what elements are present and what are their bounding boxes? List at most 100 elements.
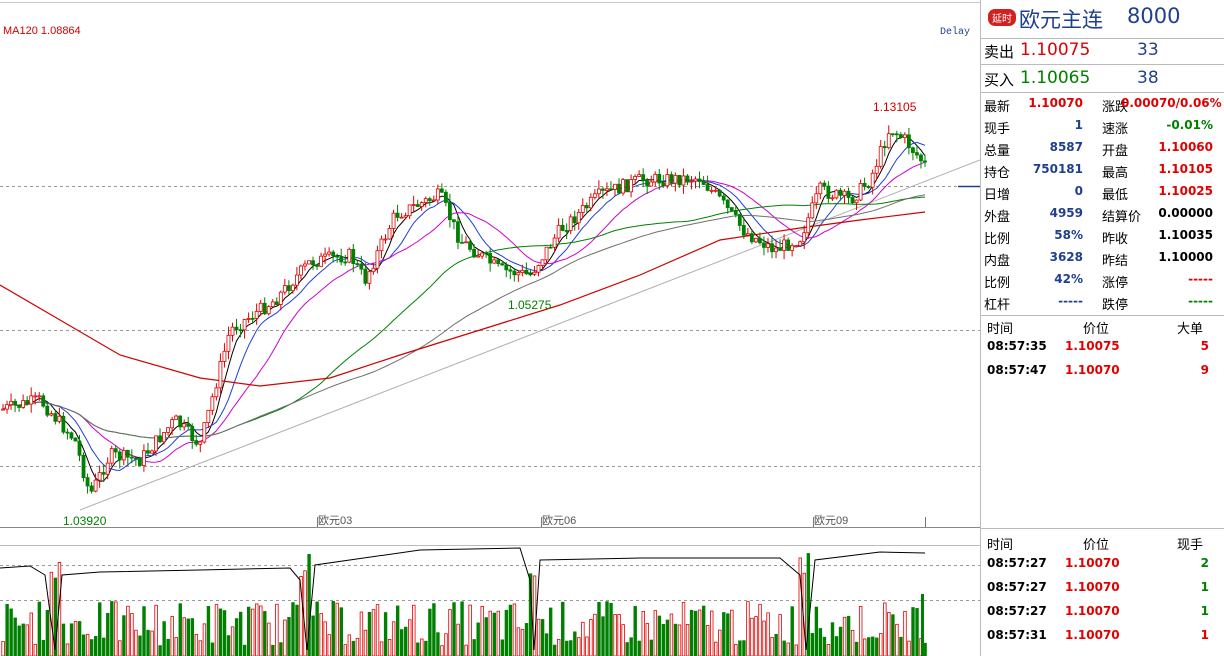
stat-label: 最新 bbox=[984, 100, 1011, 115]
candle-body bbox=[766, 243, 770, 248]
volume-bar bbox=[263, 611, 267, 656]
volume-bar bbox=[601, 616, 605, 656]
volume-bar bbox=[557, 639, 561, 656]
candle-body bbox=[133, 457, 138, 460]
candle-body bbox=[174, 415, 179, 420]
candle-body bbox=[524, 269, 529, 275]
volume-bar bbox=[500, 639, 505, 656]
volume-bar bbox=[126, 605, 130, 656]
volume-bar bbox=[669, 613, 674, 656]
volume-bar bbox=[162, 621, 166, 656]
volume-bar bbox=[174, 637, 178, 656]
candle-body bbox=[866, 186, 871, 188]
volume-bar bbox=[613, 614, 617, 656]
candle-body bbox=[890, 133, 895, 136]
stat-value: 1.10070 bbox=[1028, 96, 1083, 110]
candle-body bbox=[45, 405, 50, 416]
tick-price: 1.10070 bbox=[1065, 580, 1120, 594]
candle-body bbox=[725, 199, 730, 209]
candle-body bbox=[178, 415, 183, 428]
stat-value: 0.00070/0.06% bbox=[1121, 96, 1222, 110]
trend-line bbox=[79, 159, 980, 511]
candle-body bbox=[403, 215, 408, 218]
candle-body bbox=[657, 173, 662, 184]
volume-bar bbox=[536, 618, 541, 656]
volume-bar bbox=[875, 637, 879, 656]
candle-body bbox=[57, 415, 62, 422]
candle-body bbox=[21, 400, 26, 408]
candle-body bbox=[500, 263, 505, 266]
volume-bar bbox=[754, 616, 758, 656]
candle-body bbox=[806, 217, 811, 234]
candle-body bbox=[198, 441, 203, 445]
volume-bar bbox=[89, 639, 94, 656]
ask-row[interactable]: 卖出 1.10075 33 bbox=[981, 38, 1224, 66]
volume-bar bbox=[77, 621, 82, 656]
volume-bar bbox=[778, 614, 782, 656]
volume-bar bbox=[81, 634, 86, 656]
volume-bar bbox=[41, 640, 46, 656]
bid-label: 买入 bbox=[984, 71, 1015, 89]
candle-body bbox=[464, 241, 468, 244]
candle-body bbox=[556, 224, 561, 239]
stat-value: 1.10060 bbox=[1158, 140, 1213, 154]
volume-bar bbox=[681, 602, 686, 656]
tick-time: 08:57:31 bbox=[987, 628, 1047, 642]
candle-body bbox=[423, 198, 428, 204]
volume-bar bbox=[1, 641, 5, 656]
volume-bar bbox=[339, 607, 344, 656]
bid-row[interactable]: 买入 1.10065 38 bbox=[981, 66, 1224, 94]
volume-bar bbox=[685, 624, 690, 656]
candle-body bbox=[97, 472, 102, 481]
volume-bar bbox=[13, 617, 17, 656]
candle-body bbox=[460, 241, 464, 244]
volume-bar bbox=[57, 562, 62, 656]
volume-bar bbox=[202, 623, 207, 656]
volume-bar bbox=[730, 609, 734, 656]
tick-price: 1.10070 bbox=[1065, 604, 1120, 618]
volume-bar bbox=[130, 613, 134, 656]
candle-body bbox=[496, 259, 501, 265]
volume-bar bbox=[206, 606, 211, 656]
volume-bar bbox=[488, 610, 492, 656]
volume-bar bbox=[758, 603, 762, 656]
volume-bar bbox=[214, 604, 219, 656]
candle-body bbox=[673, 174, 678, 184]
candle-body bbox=[560, 224, 565, 231]
candle-body bbox=[838, 189, 843, 196]
volume-bar bbox=[424, 640, 428, 656]
stat-label: 涨停 bbox=[1102, 276, 1129, 291]
candle-body bbox=[717, 189, 722, 197]
candle-body bbox=[162, 432, 166, 443]
bid-volume: 38 bbox=[1137, 68, 1159, 88]
candle-body bbox=[142, 450, 146, 466]
candle-body bbox=[158, 435, 162, 443]
candle-body bbox=[476, 255, 480, 258]
candle-body bbox=[222, 350, 227, 362]
candle-body bbox=[484, 252, 489, 255]
volume-bar bbox=[826, 644, 831, 656]
candle-body bbox=[878, 146, 883, 167]
candle-body bbox=[25, 400, 30, 405]
candle-body bbox=[307, 260, 311, 265]
volume-bar bbox=[73, 621, 78, 656]
volume-bar bbox=[371, 609, 376, 656]
volume-bar bbox=[689, 609, 694, 656]
tick-time: 08:57:27 bbox=[987, 604, 1047, 618]
candle-body bbox=[818, 182, 823, 195]
candle-body bbox=[737, 214, 742, 226]
candle-body bbox=[576, 211, 581, 224]
candle-body bbox=[468, 241, 472, 250]
volume-bar bbox=[516, 627, 521, 656]
candle-body bbox=[633, 176, 638, 180]
candle-body bbox=[745, 233, 750, 236]
volume-bar bbox=[408, 619, 412, 656]
volume-bar bbox=[921, 594, 924, 656]
volume-bar bbox=[170, 616, 174, 656]
candle-body bbox=[548, 246, 553, 249]
candle-body bbox=[387, 228, 392, 240]
candle-body bbox=[311, 260, 315, 266]
candle-body bbox=[915, 152, 919, 156]
candle-body bbox=[367, 271, 372, 284]
candle-body bbox=[677, 174, 682, 186]
